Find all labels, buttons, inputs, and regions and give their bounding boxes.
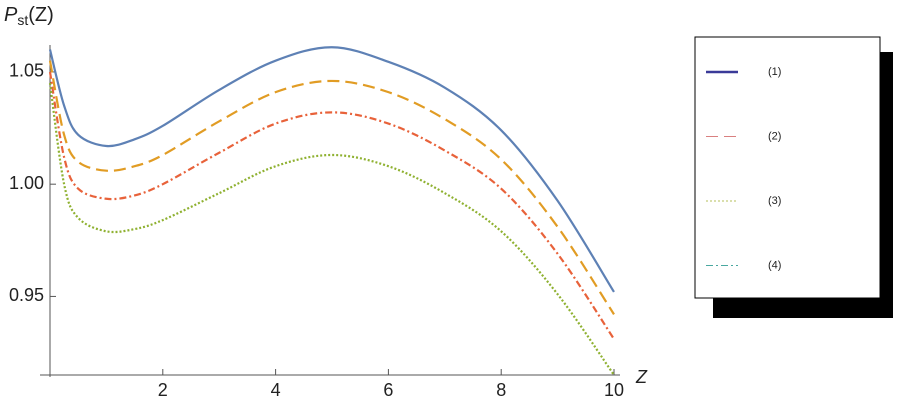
y-tick-label: 0.95 <box>9 285 44 305</box>
series-line <box>48 60 615 315</box>
y-axis-label: Pst(Z) <box>4 4 54 27</box>
series-line <box>48 46 615 293</box>
series-line <box>48 83 615 376</box>
x-axis-label: Z <box>635 367 648 387</box>
legend-box <box>694 36 881 299</box>
legend-label: (1) <box>768 66 781 78</box>
legend-label: (2) <box>768 130 781 142</box>
x-tick-label: 8 <box>496 380 506 400</box>
x-tick-label: 2 <box>158 380 168 400</box>
x-tick-label: 10 <box>604 380 624 400</box>
legend-label: (4) <box>768 259 781 271</box>
y-tick-label: 1.00 <box>9 173 44 193</box>
x-tick-label: 6 <box>383 380 393 400</box>
x-tick-label: 4 <box>271 380 281 400</box>
series-line <box>48 71 615 340</box>
y-label-sub: st <box>17 12 28 28</box>
y-label-arg: (Z) <box>28 4 54 26</box>
y-label-main: P <box>4 4 18 26</box>
legend-label: (3) <box>768 195 781 207</box>
y-tick-label: 1.05 <box>9 61 44 81</box>
